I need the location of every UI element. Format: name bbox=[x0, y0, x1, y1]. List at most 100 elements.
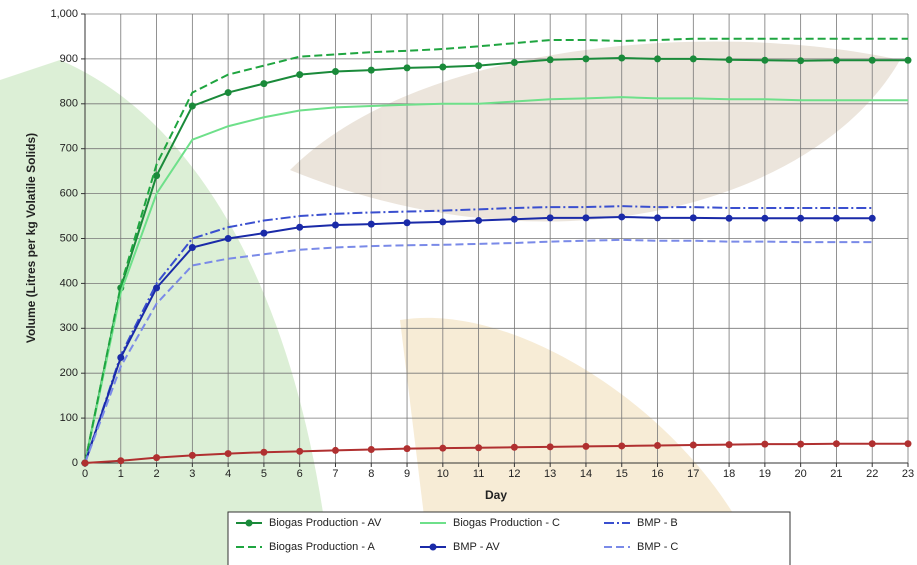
data-point bbox=[832, 56, 840, 64]
y-tick-label: 400 bbox=[60, 277, 78, 289]
data-point bbox=[797, 214, 805, 222]
x-tick-label: 10 bbox=[437, 468, 449, 480]
data-point bbox=[868, 214, 876, 222]
y-tick-label: 700 bbox=[60, 143, 78, 155]
data-point bbox=[510, 58, 518, 66]
x-tick-label: 19 bbox=[759, 468, 771, 480]
data-point bbox=[296, 223, 304, 231]
data-point bbox=[403, 219, 411, 227]
data-point bbox=[439, 63, 447, 71]
legend-marker bbox=[429, 543, 437, 551]
data-point bbox=[260, 448, 268, 456]
data-point bbox=[475, 444, 483, 452]
y-tick-label: 1,000 bbox=[50, 8, 78, 20]
data-point bbox=[582, 55, 590, 63]
data-point bbox=[260, 80, 268, 88]
legend-label: Biogas Production - AV bbox=[269, 517, 382, 529]
data-point bbox=[296, 447, 304, 455]
data-point bbox=[761, 214, 769, 222]
data-point bbox=[797, 57, 805, 65]
series-line bbox=[84, 205, 873, 464]
data-point bbox=[510, 443, 518, 451]
data-point bbox=[475, 217, 483, 225]
data-point bbox=[725, 214, 733, 222]
data-point bbox=[367, 446, 375, 454]
data-point bbox=[797, 440, 805, 448]
data-point bbox=[439, 218, 447, 226]
data-point bbox=[439, 444, 447, 452]
data-point bbox=[546, 443, 554, 451]
data-point bbox=[153, 284, 161, 292]
data-point bbox=[725, 441, 733, 449]
data-point bbox=[331, 67, 339, 75]
data-point bbox=[689, 214, 697, 222]
data-point bbox=[582, 442, 590, 450]
x-tick-label: 23 bbox=[902, 468, 914, 480]
x-tick-label: 0 bbox=[82, 468, 88, 480]
data-point bbox=[654, 214, 662, 222]
x-tick-label: 11 bbox=[473, 468, 484, 480]
y-tick-label: 200 bbox=[60, 367, 78, 379]
series-line bbox=[84, 37, 908, 464]
series-line bbox=[84, 442, 908, 464]
data-point bbox=[331, 221, 339, 229]
data-point bbox=[224, 235, 232, 242]
legend-label: Biogas Production - A bbox=[269, 541, 375, 553]
legend-box bbox=[227, 511, 791, 565]
y-tick-label: 500 bbox=[60, 232, 78, 244]
data-point bbox=[153, 454, 161, 462]
x-tick-label: 3 bbox=[189, 468, 195, 480]
x-axis-title: Day bbox=[485, 488, 507, 502]
legend-marker bbox=[245, 519, 253, 527]
x-tick-label: 9 bbox=[404, 468, 410, 480]
data-point bbox=[475, 62, 483, 70]
data-point bbox=[224, 89, 232, 97]
data-point bbox=[618, 213, 626, 221]
data-point bbox=[904, 56, 912, 64]
data-point bbox=[689, 441, 697, 449]
y-tick-label: 0 bbox=[72, 457, 78, 469]
data-point bbox=[296, 71, 304, 79]
data-point bbox=[403, 445, 411, 453]
x-tick-label: 7 bbox=[332, 468, 338, 480]
y-axis-title: Volume (Litres per kg Volatile Solids) bbox=[24, 133, 38, 343]
data-point bbox=[546, 56, 554, 64]
data-point bbox=[546, 214, 554, 222]
x-tick-label: 18 bbox=[723, 468, 735, 480]
data-point bbox=[725, 56, 733, 64]
data-point bbox=[832, 214, 840, 222]
data-point bbox=[510, 215, 518, 223]
x-tick-label: 21 bbox=[830, 468, 842, 480]
decor-leaf bbox=[0, 60, 330, 565]
x-tick-label: 22 bbox=[866, 468, 878, 480]
x-tick-label: 6 bbox=[297, 468, 303, 480]
y-tick-label: 100 bbox=[60, 412, 78, 424]
data-point bbox=[761, 440, 769, 448]
data-point bbox=[654, 55, 662, 63]
data-point bbox=[188, 243, 196, 251]
data-point bbox=[81, 459, 89, 467]
x-tick-label: 12 bbox=[508, 468, 520, 480]
x-tick-label: 16 bbox=[651, 468, 663, 480]
data-point bbox=[618, 54, 626, 62]
data-point bbox=[117, 353, 125, 361]
data-point bbox=[367, 66, 375, 74]
data-point bbox=[367, 220, 375, 228]
data-point bbox=[117, 457, 125, 465]
data-point bbox=[904, 440, 912, 448]
series-line bbox=[84, 57, 908, 464]
y-tick-label: 600 bbox=[60, 188, 78, 200]
y-tick-label: 900 bbox=[60, 53, 78, 65]
x-tick-label: 8 bbox=[368, 468, 374, 480]
x-tick-label: 1 bbox=[118, 468, 124, 480]
data-point bbox=[654, 441, 662, 449]
data-point bbox=[403, 64, 411, 72]
data-point bbox=[582, 214, 590, 222]
x-tick-label: 5 bbox=[261, 468, 267, 480]
legend-label: BMP - B bbox=[637, 517, 678, 529]
x-tick-label: 2 bbox=[154, 468, 160, 480]
legend-label: BMP - C bbox=[637, 541, 678, 553]
x-tick-label: 15 bbox=[616, 468, 628, 480]
x-tick-label: 13 bbox=[544, 468, 556, 480]
y-tick-label: 800 bbox=[60, 98, 78, 110]
